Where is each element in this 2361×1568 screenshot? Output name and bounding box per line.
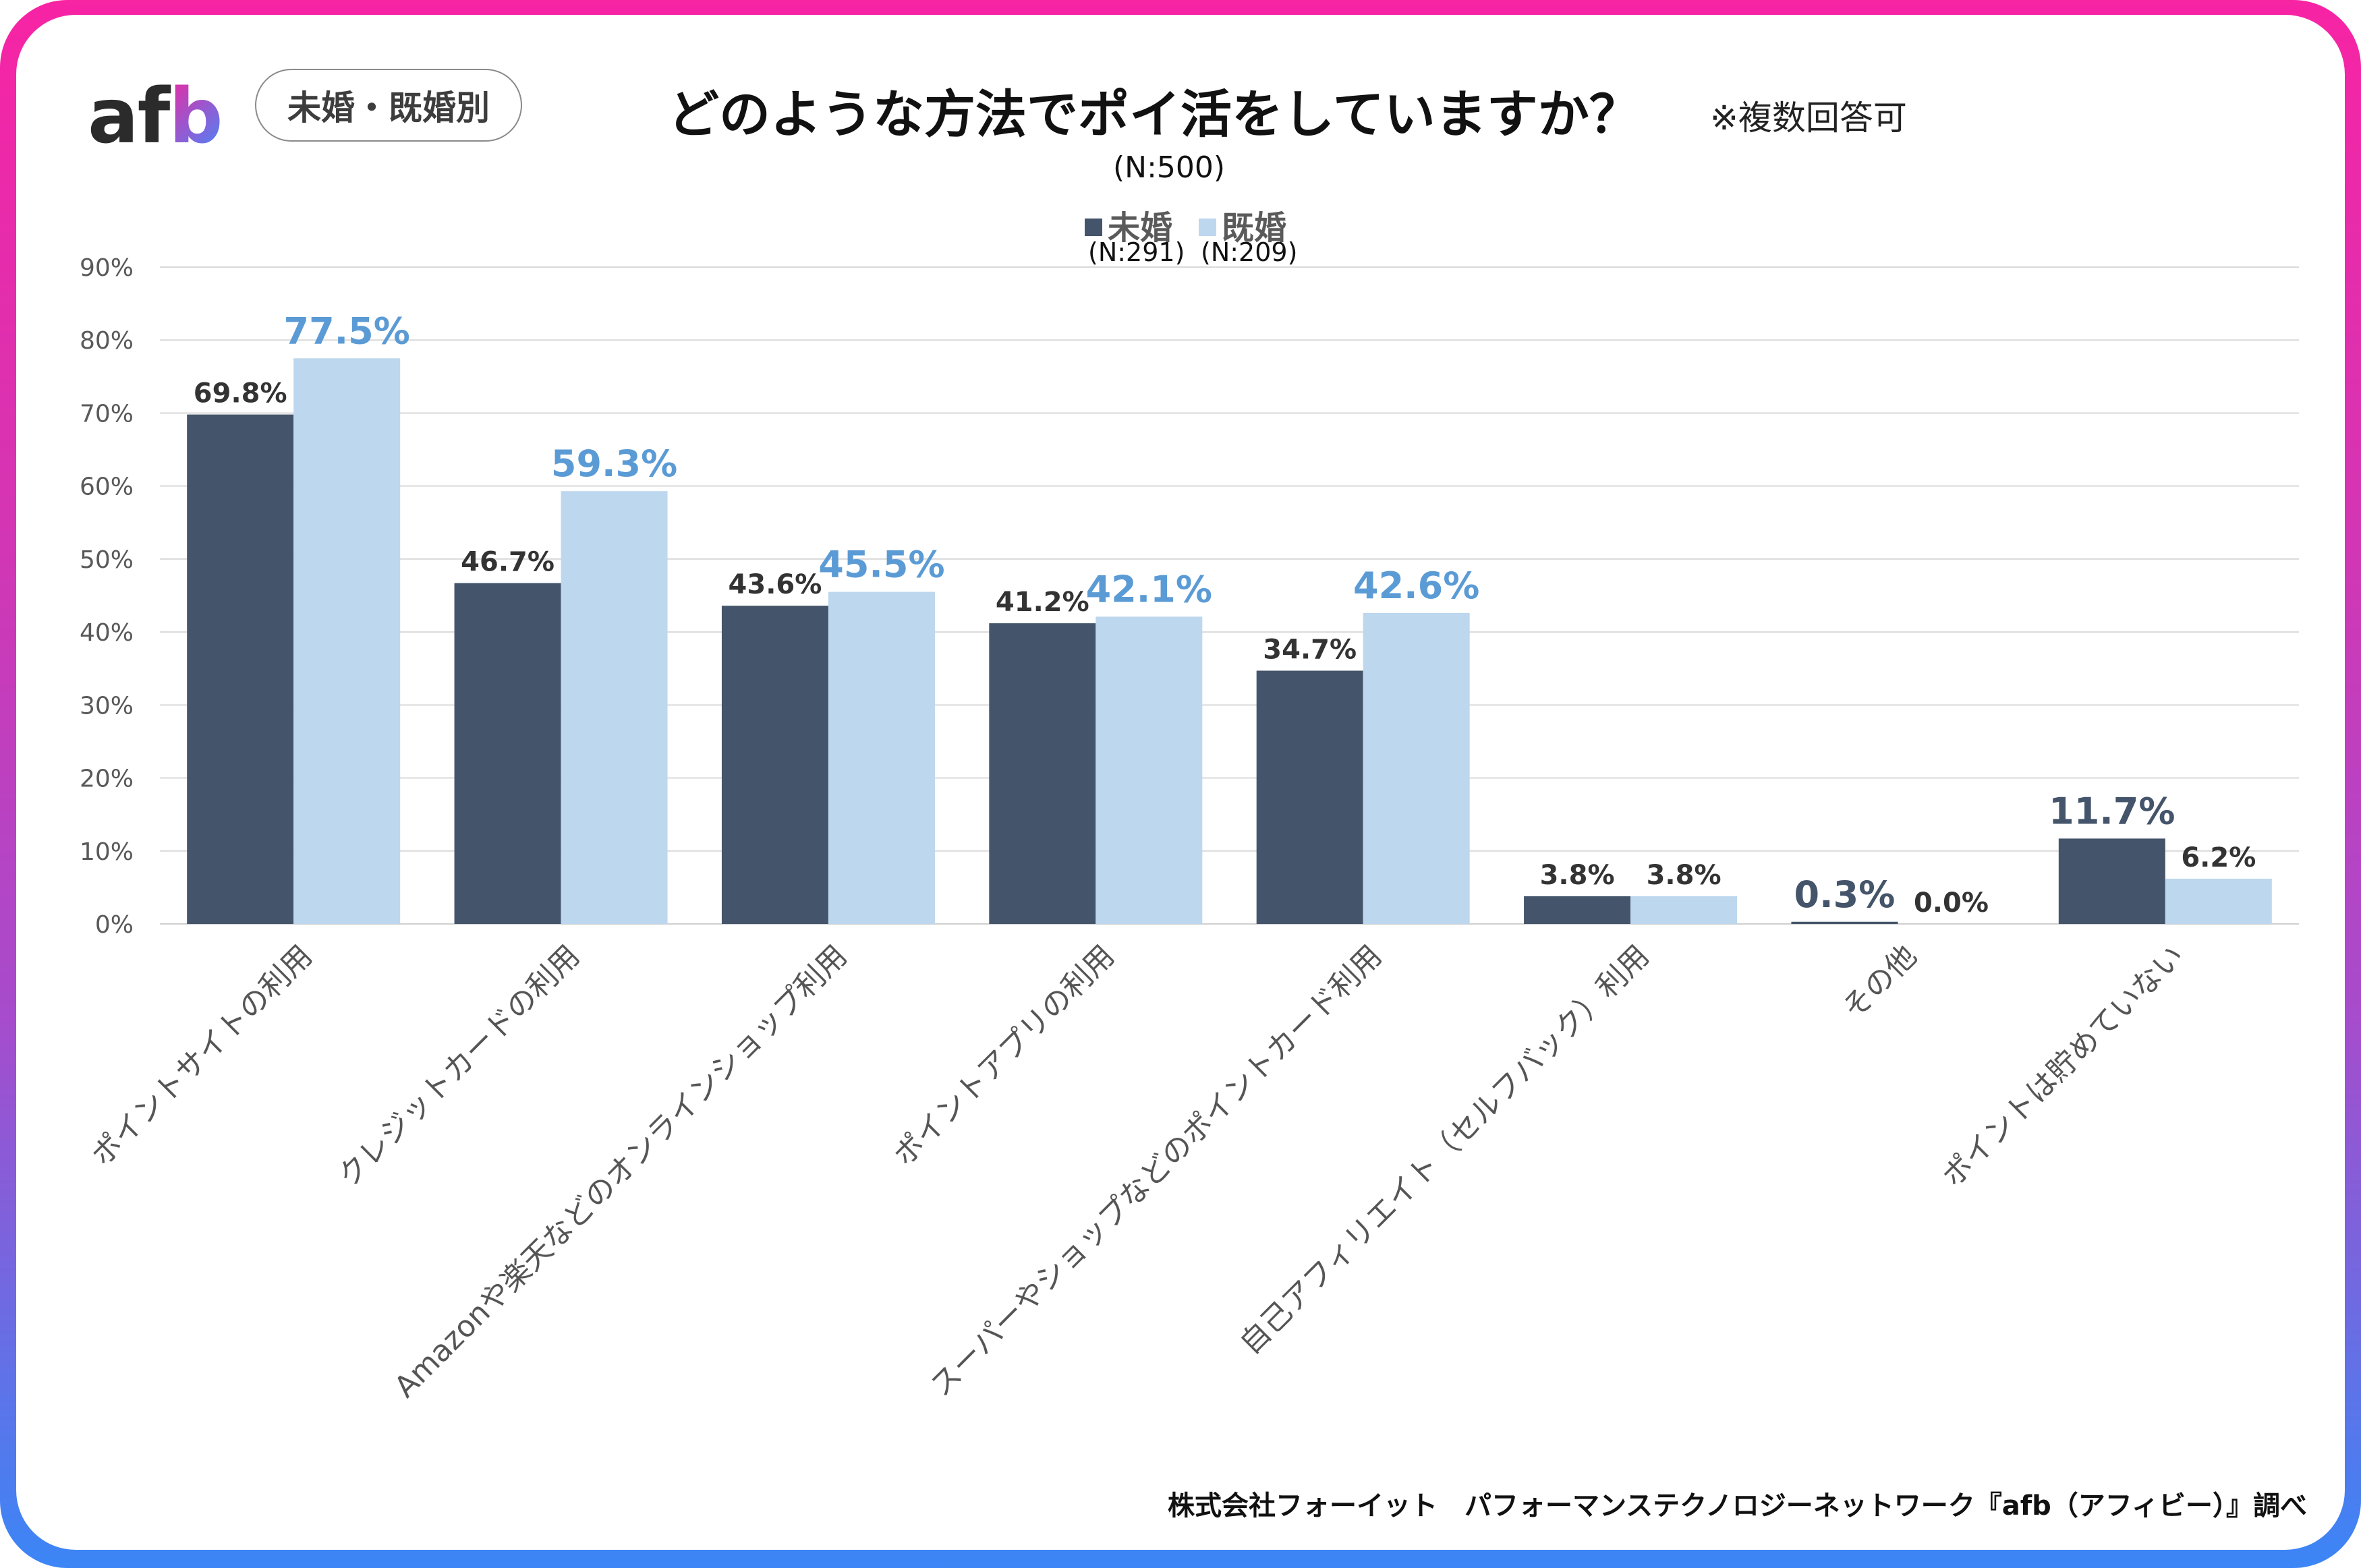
data-label-married: 45.5%	[818, 544, 944, 586]
bar-married	[1096, 616, 1203, 924]
legend-n-unmarried: (N:291)	[1088, 237, 1185, 267]
data-label-married: 42.6%	[1353, 564, 1479, 607]
bar-unmarried	[1791, 921, 1898, 924]
data-label-unmarried: 0.3%	[1794, 873, 1896, 916]
data-label-unmarried: 3.8%	[1540, 860, 1615, 891]
data-label-married: 42.1%	[1086, 568, 1212, 610]
x-category-label: ポイントアプリの利用	[887, 939, 1121, 1173]
bar-married	[2165, 878, 2272, 924]
legend-n-married: (N:209)	[1201, 237, 1298, 267]
data-label-married: 3.8%	[1647, 860, 1722, 891]
y-tick-label: 80%	[80, 327, 134, 355]
y-tick-label: 20%	[80, 765, 134, 793]
bar-unmarried	[989, 623, 1096, 924]
legend-label-unmarried: 未婚	[1108, 209, 1173, 247]
legend-item-married: 既婚	[1199, 201, 1286, 248]
y-tick-label: 0%	[95, 911, 134, 939]
y-tick-label: 70%	[80, 400, 134, 428]
logo-text-b: b	[169, 73, 223, 161]
sample-size-total: (N:500)	[1113, 150, 1226, 185]
data-label-unmarried: 46.7%	[461, 547, 554, 578]
y-tick-label: 60%	[80, 473, 134, 501]
multiple-answer-note: ※複数回答可	[1710, 98, 1907, 138]
source-footer: 株式会社フォーイット パフォーマンステクノロジーネットワーク『afb（アフィビー…	[1167, 1490, 2307, 1521]
legend-label-married: 既婚	[1222, 209, 1287, 247]
afb-logo: afb	[88, 73, 223, 161]
x-category-label: ポイントは貯めていない	[1935, 939, 2190, 1194]
bar-married	[828, 591, 935, 924]
x-category-label: スーパーやショップなどのポイントカード利用	[923, 939, 1388, 1403]
bar-married	[561, 491, 668, 924]
bar-married	[1363, 612, 1470, 924]
data-label-unmarried: 34.7%	[1263, 634, 1357, 665]
bar-unmarried	[187, 414, 294, 924]
data-label-unmarried: 11.7%	[2049, 790, 2175, 832]
chart-title: どのような方法でポイ活をしていますか？	[668, 84, 1641, 144]
legend-swatch-married	[1199, 219, 1216, 236]
y-tick-label: 40%	[80, 619, 134, 647]
bar-married	[1630, 896, 1738, 924]
y-tick-label: 50%	[80, 546, 134, 574]
data-label-unmarried: 43.6%	[729, 569, 822, 600]
data-label-married: 77.5%	[284, 310, 410, 352]
x-category-label: 自己アフィリエイト（セルフバック）利用	[1233, 939, 1656, 1362]
x-category-label: ポイントサイトの利用	[85, 939, 319, 1173]
bar-unmarried	[1256, 670, 1363, 924]
data-label-married: 6.2%	[2181, 842, 2256, 873]
y-tick-label: 30%	[80, 692, 134, 720]
logo-text-af: af	[88, 73, 170, 161]
x-category-label: その他	[1836, 939, 1923, 1026]
bar-unmarried	[2058, 838, 2165, 924]
data-label-married: 59.3%	[551, 442, 677, 485]
y-tick-label: 90%	[80, 254, 134, 282]
data-label-unmarried: 69.8%	[194, 378, 287, 409]
segment-pill: 未婚・既婚別	[255, 69, 522, 142]
x-category-label: クレジットカードの利用	[331, 939, 586, 1194]
data-label-married: 0.0%	[1914, 888, 1989, 919]
bar-unmarried	[454, 583, 561, 924]
legend-item-unmarried: 未婚	[1085, 201, 1172, 248]
bar-unmarried	[1524, 896, 1631, 924]
y-tick-label: 10%	[80, 838, 134, 866]
bar-unmarried	[721, 606, 828, 924]
data-label-unmarried: 41.2%	[996, 587, 1089, 618]
bar-married	[293, 358, 401, 924]
legend-swatch-unmarried	[1085, 219, 1102, 236]
x-category-label: Amazonや楽天などのオンラインショップ利用	[388, 939, 854, 1405]
